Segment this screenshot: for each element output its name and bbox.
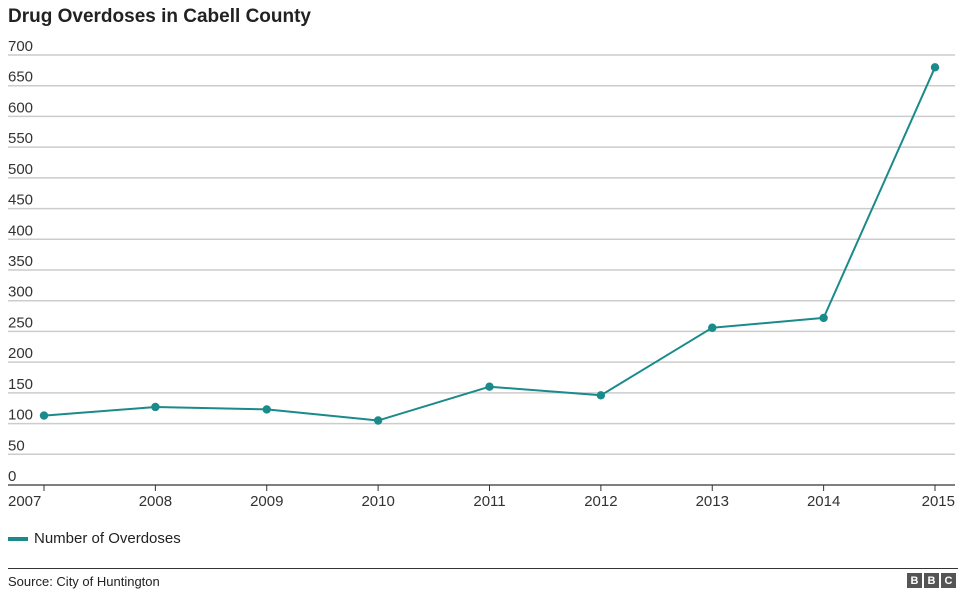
x-tick-label: 2009 <box>250 493 283 510</box>
y-tick-label: 250 <box>8 314 33 331</box>
data-point <box>373 416 383 425</box>
y-tick-label: 550 <box>8 130 33 147</box>
x-tick-label: 2011 <box>473 493 505 510</box>
data-point <box>39 411 49 420</box>
x-tick-label: 2010 <box>361 493 394 510</box>
footer-divider <box>8 568 958 569</box>
y-tick-label: 400 <box>8 222 33 239</box>
grid-lines <box>8 54 955 491</box>
data-point <box>930 63 940 72</box>
y-tick-label: 50 <box>8 437 25 454</box>
y-tick-label: 150 <box>8 376 33 393</box>
y-tick-label: 300 <box>8 284 33 301</box>
y-tick-label: 650 <box>8 69 33 86</box>
legend: Number of Overdoses <box>8 530 181 547</box>
legend-swatch <box>8 536 28 541</box>
y-tick-label: 0 <box>8 468 16 485</box>
series-group <box>39 63 940 425</box>
x-axis-tick-labels: 2007 2008 2009 2010 2011 2012 2013 2014 2015 <box>8 493 955 510</box>
x-tick-label: 2015 <box>922 493 955 510</box>
data-point <box>819 313 828 323</box>
data-point <box>596 391 606 400</box>
y-tick-label: 700 <box>8 38 33 55</box>
y-tick-label: 500 <box>8 161 33 178</box>
data-point <box>262 405 271 414</box>
bbc-logo-letter: C <box>941 573 956 588</box>
y-tick-label: 450 <box>8 192 33 209</box>
bbc-logo-letter: B <box>924 573 939 588</box>
x-tick-label: 2012 <box>584 493 617 510</box>
series-line <box>43 66 936 422</box>
y-tick-label: 350 <box>8 253 33 270</box>
y-tick-label: 100 <box>8 407 33 424</box>
y-tick-label: 600 <box>8 99 33 116</box>
data-point <box>708 323 717 332</box>
x-tick-label: 2013 <box>696 493 729 510</box>
line-chart: 0 50 100 150 200 250 300 350 400 450 500 550 600 650 7… <box>8 38 955 510</box>
y-axis-tick-labels: 0 50 100 150 200 250 300 350 400 450 500 550 600 650 7… <box>8 38 33 485</box>
x-tick-label: 2008 <box>139 493 172 510</box>
x-tick-label: 2007 <box>8 493 41 510</box>
x-tick-label: 2014 <box>807 493 840 510</box>
bbc-logo-letter: B <box>907 573 922 588</box>
data-point <box>485 382 494 391</box>
bbc-logo: B B C <box>907 573 956 588</box>
data-point <box>151 402 160 412</box>
y-tick-label: 200 <box>8 345 33 362</box>
source-note: Source: City of Huntington <box>8 574 160 589</box>
chart-title: Drug Overdoses in Cabell County <box>8 6 311 27</box>
legend-label: Number of Overdoses <box>34 530 181 547</box>
